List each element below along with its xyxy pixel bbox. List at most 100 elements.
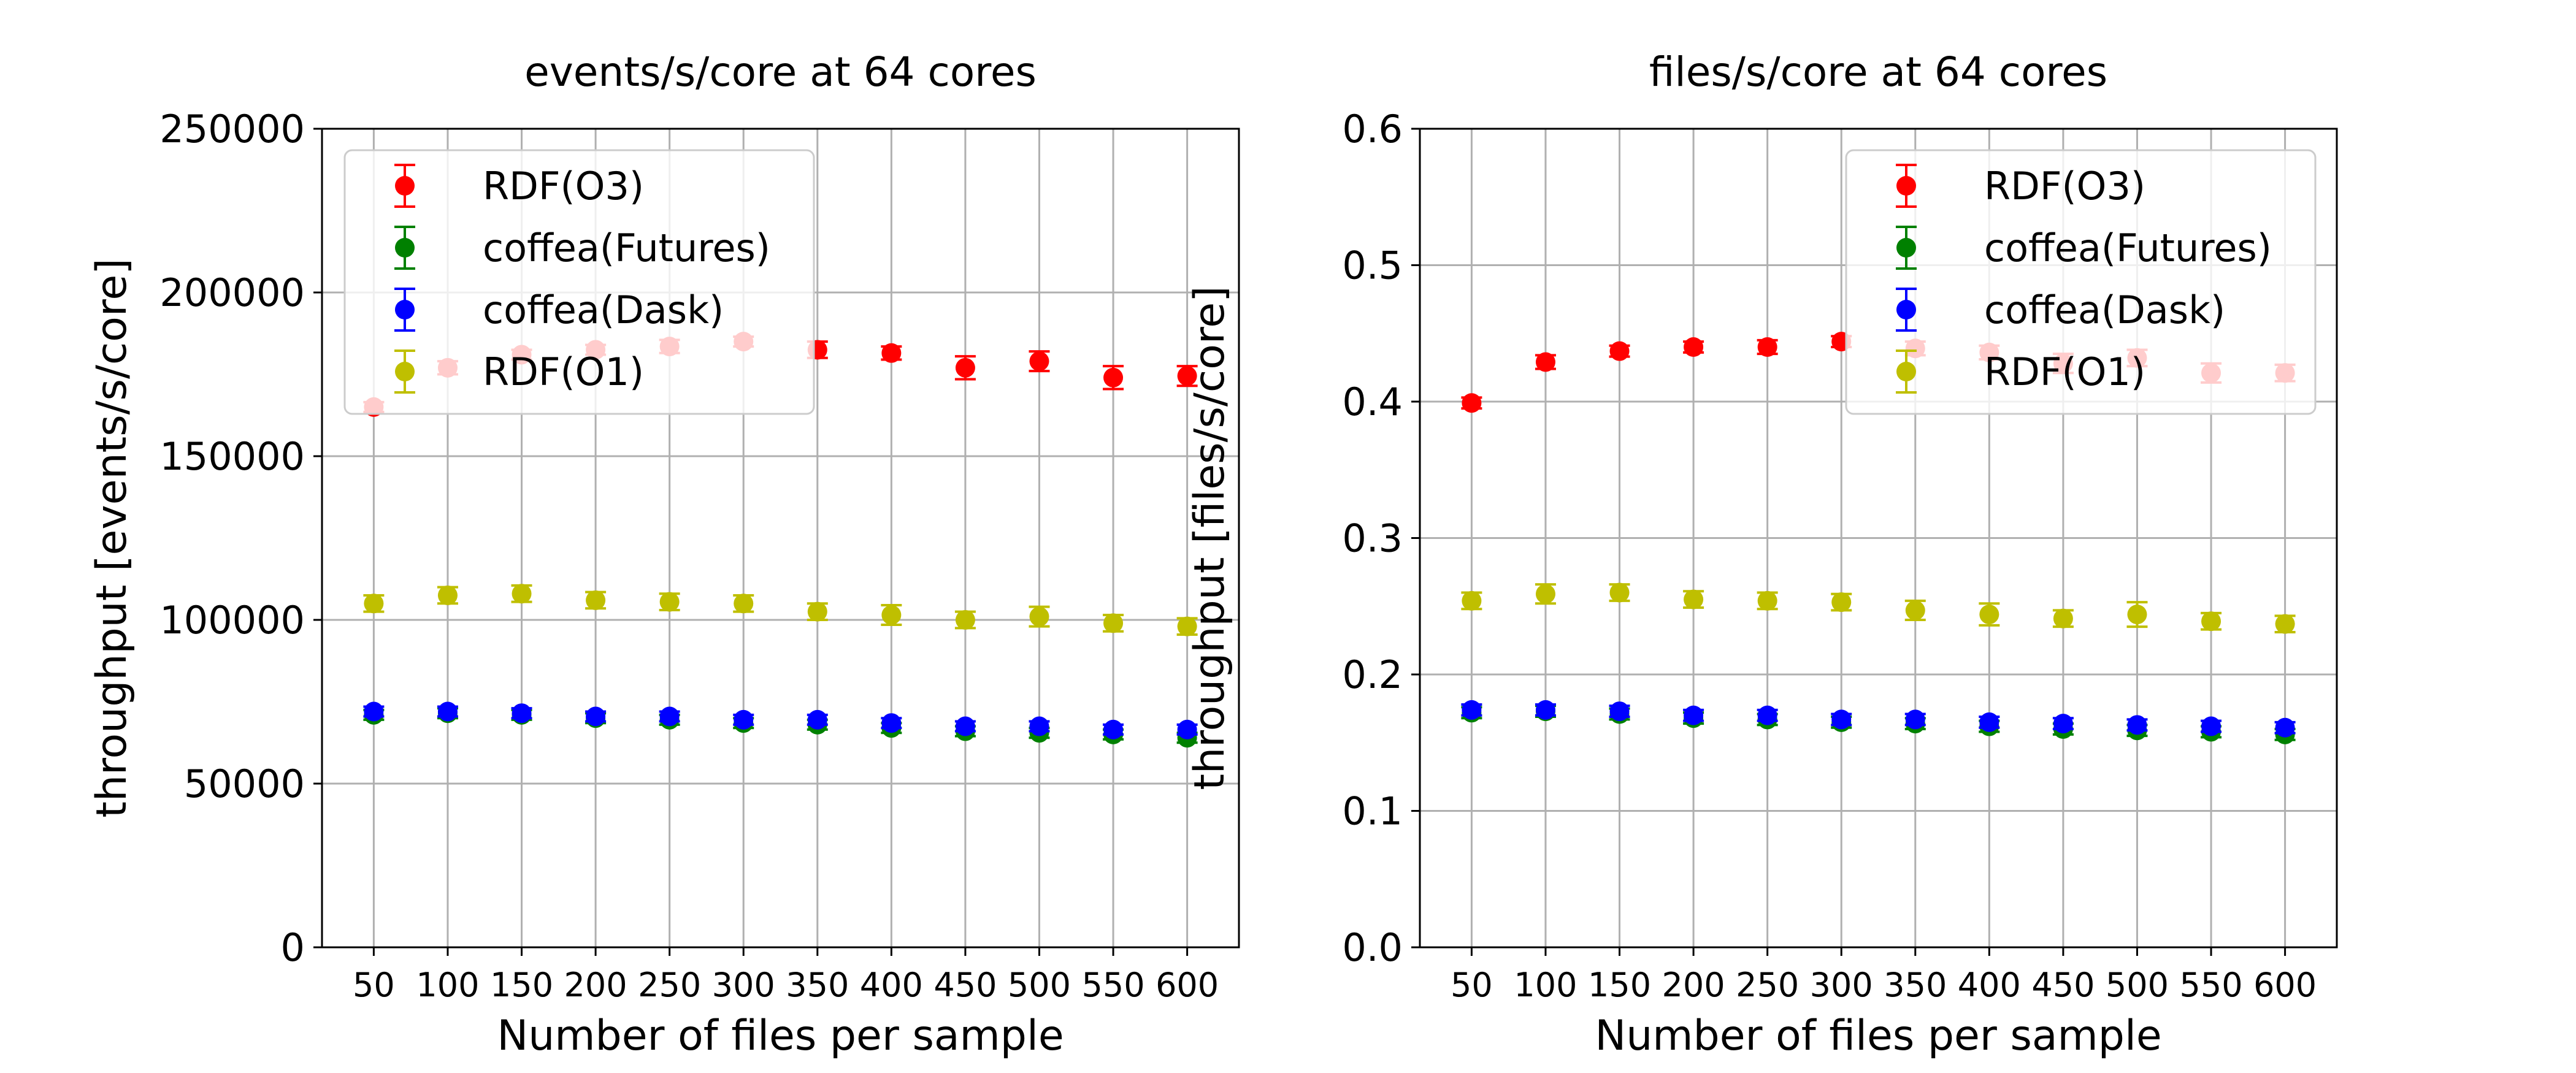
y-tick-label: 0.2 [1342, 652, 1403, 697]
legend-label: RDF(O3) [1984, 164, 2145, 208]
data-point [1535, 352, 1555, 372]
legend-label: coffea(Futures) [483, 226, 770, 270]
data-point [2127, 715, 2147, 735]
data-point [1029, 351, 1049, 372]
data-point [807, 709, 827, 730]
data-point [955, 716, 975, 736]
x-tick-label: 600 [2253, 966, 2317, 1004]
legend-marker [395, 176, 415, 196]
x-tick-label: 150 [490, 966, 553, 1004]
x-tick-label: 600 [1156, 966, 1219, 1004]
x-tick-label: 400 [1958, 966, 2021, 1004]
legend-label: coffea(Dask) [1984, 288, 2225, 332]
y-tick-label: 100000 [159, 598, 305, 643]
data-point [2053, 714, 2073, 734]
data-point [2127, 605, 2147, 625]
data-point [437, 585, 458, 605]
legend-marker [1896, 362, 1916, 381]
legend-marker [395, 362, 415, 381]
legend-marker [395, 238, 415, 258]
series-coffea-dask- [363, 701, 1198, 739]
x-tick-label: 300 [712, 966, 775, 1004]
legend-label: RDF(O1) [483, 349, 644, 394]
x-tick-label: 250 [1736, 966, 1799, 1004]
series-rdf-o1- [363, 584, 1198, 636]
chart-title: files/s/core at 64 cores [1649, 48, 2107, 96]
data-point [1905, 600, 1925, 621]
series-rdf-o1- [1461, 582, 2296, 634]
x-tick-label: 350 [786, 966, 849, 1004]
chart-title: events/s/core at 64 cores [524, 48, 1037, 96]
data-point [881, 605, 902, 625]
y-tick-label: 0 [281, 925, 305, 970]
legend-marker [1896, 238, 1916, 258]
data-point [1684, 705, 1704, 725]
x-tick-label: 100 [1514, 966, 1577, 1004]
x-tick-label: 150 [1588, 966, 1651, 1004]
x-tick-label: 200 [1662, 966, 1725, 1004]
data-point [1462, 393, 1482, 413]
data-point [1177, 366, 1197, 386]
y-tick-label: 150000 [159, 434, 305, 479]
legend-marker [395, 300, 415, 319]
y-tick-label: 200000 [159, 270, 305, 315]
data-point [1177, 616, 1197, 636]
data-point [2275, 717, 2295, 738]
series-coffea-futures- [363, 703, 1198, 748]
y-tick-label: 0.6 [1342, 107, 1403, 151]
data-point [955, 610, 975, 630]
y-tick-label: 0.4 [1342, 380, 1403, 424]
data-point [1029, 606, 1049, 627]
data-point [1177, 719, 1197, 739]
y-tick-label: 0.5 [1342, 243, 1403, 288]
data-point [1757, 337, 1777, 357]
data-point [881, 713, 902, 733]
data-point [437, 701, 458, 722]
data-point [881, 343, 902, 363]
x-axis-label: Number of files per sample [497, 1012, 1064, 1060]
axes-frame [321, 128, 1240, 949]
data-point [1535, 584, 1555, 604]
x-tick-label: 200 [564, 966, 627, 1004]
y-tick-label: 0.3 [1342, 516, 1403, 561]
x-axis-label: Number of files per sample [1595, 1012, 2161, 1060]
x-tick-label: 350 [1884, 966, 1947, 1004]
data-point [1905, 709, 1925, 730]
data-point [1684, 589, 1704, 609]
data-point [1757, 590, 1777, 611]
data-point [1103, 367, 1124, 388]
series-coffea-futures- [1461, 701, 2296, 744]
y-axis-label: throughput [files/s/core] [1186, 286, 1234, 790]
x-tick-label: 50 [1451, 966, 1493, 1004]
legend-marker [1896, 300, 1916, 319]
y-axis-label: throughput [events/s/core] [88, 258, 136, 817]
x-tick-label: 500 [1008, 966, 1071, 1004]
data-point [1684, 337, 1704, 357]
data-point [1831, 592, 1852, 613]
data-point [1609, 582, 1630, 603]
data-point [1979, 712, 1999, 732]
x-tick-label: 500 [2106, 966, 2169, 1004]
data-point [2053, 608, 2073, 628]
data-point [512, 703, 532, 724]
y-tick-label: 0.0 [1342, 925, 1403, 970]
events-per-core-panel: 50 100 150 200 250 300 350 400 450 500 550 600 0 5000… [88, 48, 1240, 1060]
data-point [2201, 611, 2221, 632]
data-point [586, 706, 606, 727]
legend-label: RDF(O3) [483, 164, 644, 208]
data-point [1757, 705, 1777, 725]
legend-marker [1896, 176, 1916, 196]
x-tick-label: 50 [353, 966, 395, 1004]
data-point [1609, 341, 1630, 361]
data-point [659, 706, 680, 727]
x-tick-label: 550 [2180, 966, 2243, 1004]
data-point [364, 594, 384, 614]
legend: RDF(O3) coffea(Futures) coffea(Dask) RDF(O1… [343, 149, 815, 415]
x-tick-label: 300 [1810, 966, 1873, 1004]
legend-label: coffea(Dask) [483, 288, 724, 332]
x-tick-label: 550 [1082, 966, 1145, 1004]
data-point [807, 601, 827, 622]
data-point [2275, 614, 2295, 634]
legend-label: RDF(O1) [1984, 349, 2145, 394]
